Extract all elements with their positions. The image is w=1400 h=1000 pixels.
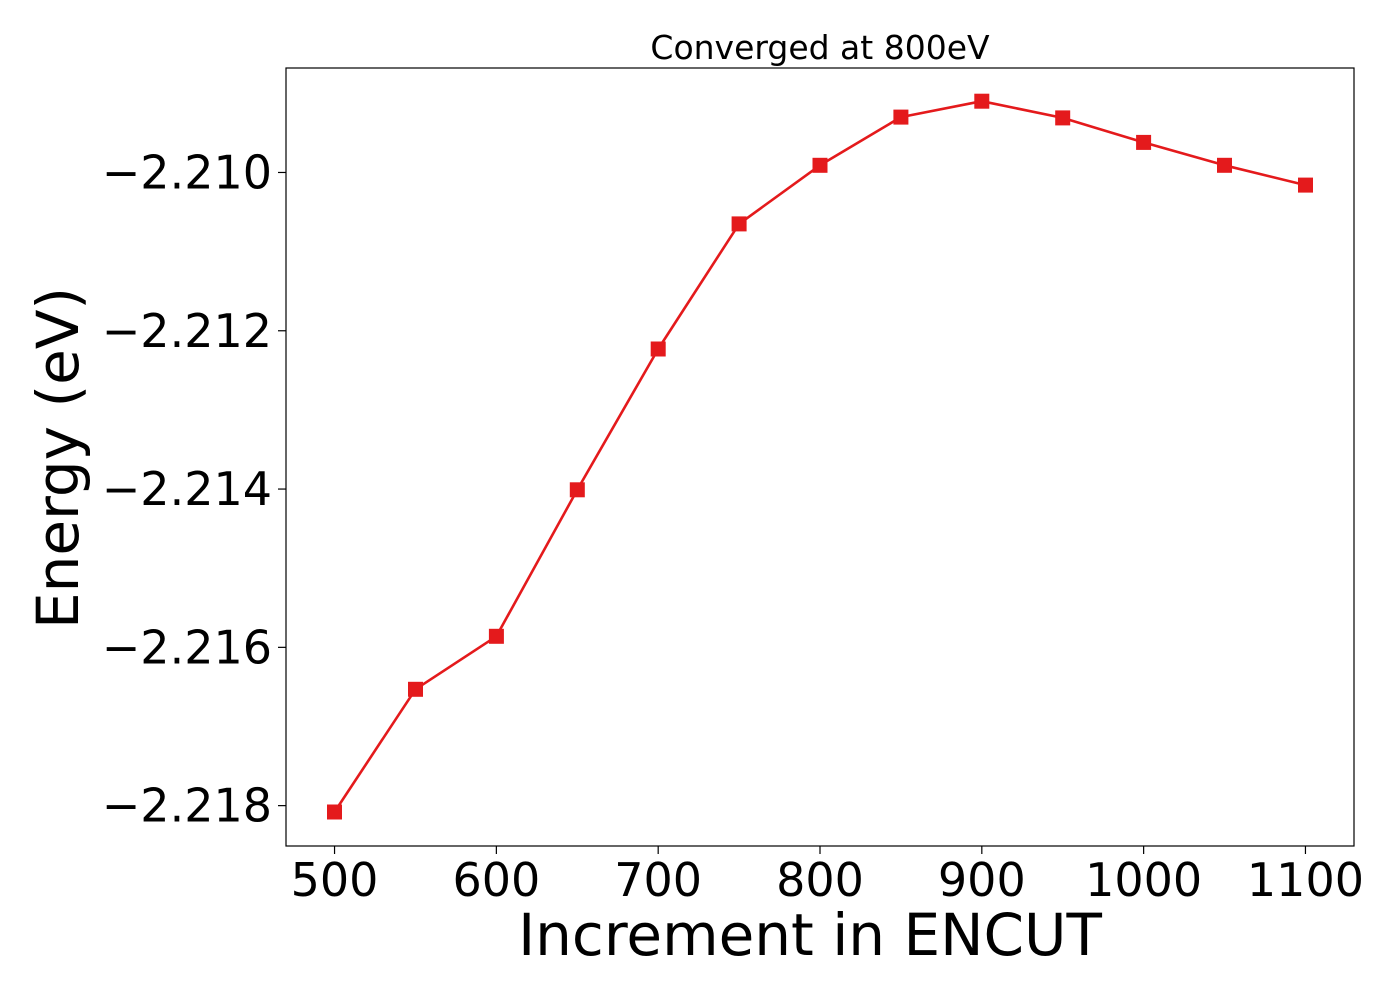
x-tick-label: 1100 <box>1247 853 1364 907</box>
x-tick-label: 900 <box>938 853 1026 907</box>
chart-title: Converged at 800eV <box>650 28 990 67</box>
data-point <box>408 681 423 697</box>
y-tick-label: −2.218 <box>102 779 272 833</box>
data-point <box>731 216 747 232</box>
data-point <box>488 628 504 644</box>
x-tick-label: 500 <box>291 853 379 907</box>
x-tick-label: 700 <box>614 853 702 907</box>
data-point <box>1055 110 1071 126</box>
data-point <box>569 482 585 498</box>
y-tick-label: −2.214 <box>102 462 272 516</box>
x-tick-label: 600 <box>452 853 540 907</box>
y-tick-label: −2.216 <box>102 620 272 674</box>
data-point <box>1217 157 1232 173</box>
x-axis: 500 600 700 800 900 1000 1100 <box>291 846 1364 907</box>
x-axis-label: Increment in ENCUT <box>518 901 1102 969</box>
data-point <box>327 804 342 820</box>
y-tick-label: −2.212 <box>102 304 272 358</box>
data-point <box>1298 177 1313 193</box>
y-axis-label: Energy (eV) <box>24 287 92 629</box>
y-axis: −2.218 −2.216 −2.214 −2.212 −2.210 <box>102 145 286 833</box>
x-tick-label: 1000 <box>1085 853 1202 907</box>
data-point <box>1136 134 1152 150</box>
y-tick-label: −2.210 <box>102 145 272 199</box>
data-point <box>812 157 828 173</box>
data-point <box>650 341 666 357</box>
data-point <box>974 93 990 109</box>
data-point <box>893 109 909 125</box>
x-tick-label: 800 <box>776 853 864 907</box>
plot-area <box>327 93 1313 820</box>
